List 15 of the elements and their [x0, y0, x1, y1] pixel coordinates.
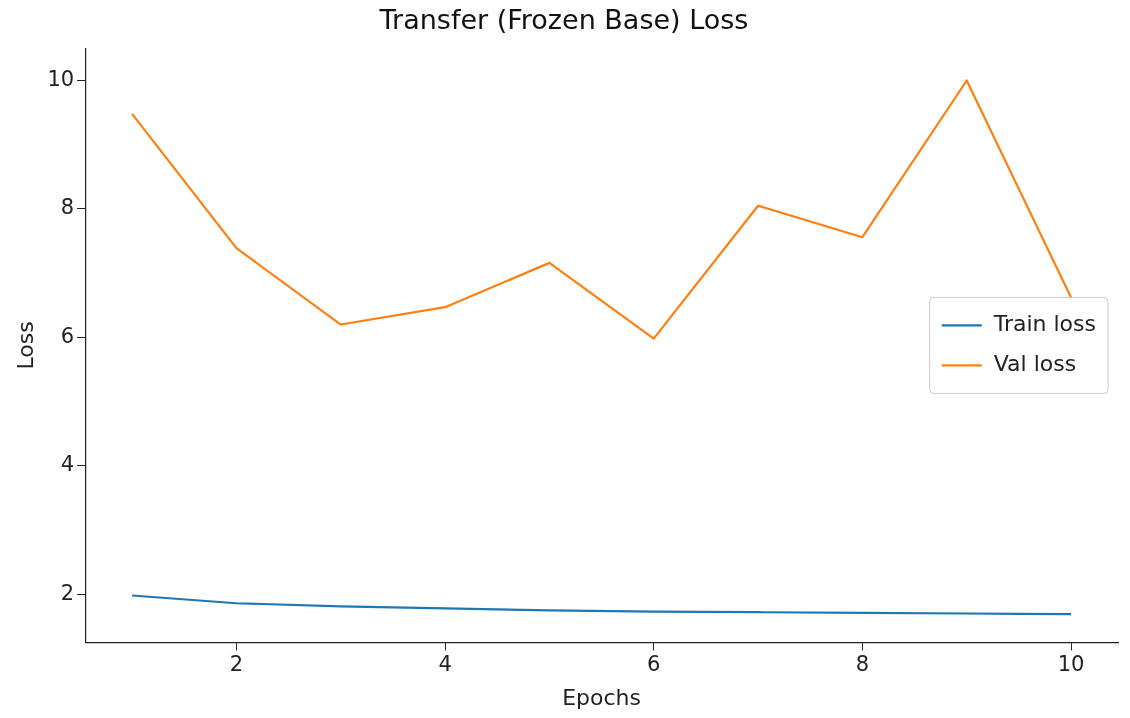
- x-tick-label: 4: [438, 652, 452, 677]
- y-tick-label: 8: [60, 195, 75, 220]
- x-tick-label: 6: [647, 652, 661, 677]
- x-tick-label: 2: [229, 652, 244, 677]
- y-axis-title: Loss: [12, 321, 38, 370]
- chart-title: Transfer (Frozen Base) Loss: [378, 4, 749, 36]
- x-tick-label: 8: [855, 652, 870, 677]
- x-axis-title: Epochs: [562, 684, 641, 710]
- y-tick-label: 4: [60, 452, 75, 477]
- legend-label: Val loss: [993, 351, 1077, 377]
- y-tick-label: 10: [47, 66, 75, 91]
- x-tick-label: 10: [1057, 652, 1085, 677]
- y-tick-label: 6: [60, 323, 75, 348]
- y-tick-label: 2: [60, 580, 75, 605]
- legend-label: Train loss: [992, 311, 1096, 337]
